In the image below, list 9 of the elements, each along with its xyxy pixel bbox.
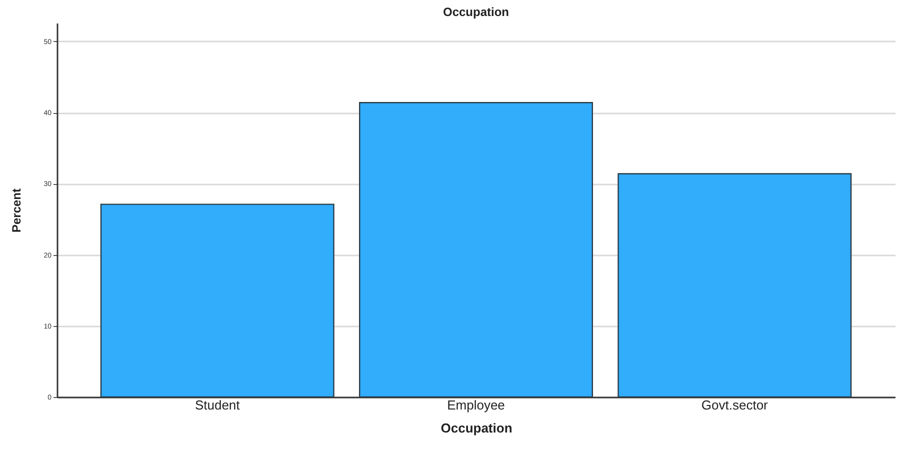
x-tick-label: Employee — [447, 398, 505, 412]
bar — [618, 173, 852, 398]
x-tick-label: Student — [194, 398, 240, 412]
bar — [100, 204, 334, 398]
x-axis-title: Occupation — [440, 420, 512, 436]
chart-title: Occupation — [442, 5, 510, 19]
x-tick-label: Govt.sector — [701, 398, 769, 412]
y-axis-title: Percent — [10, 188, 24, 233]
bar — [359, 102, 593, 398]
